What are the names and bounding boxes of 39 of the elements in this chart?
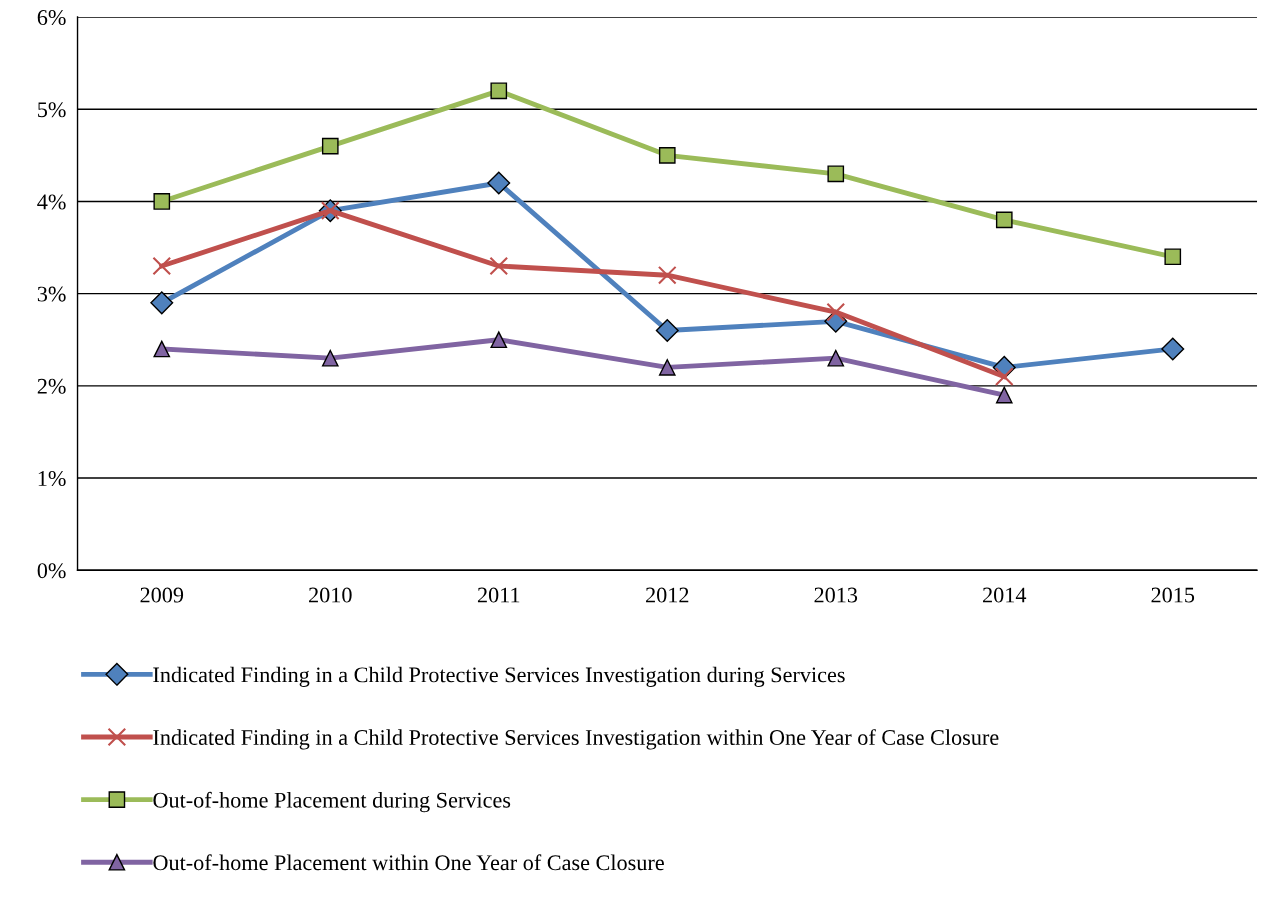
point xyxy=(490,331,508,349)
point xyxy=(658,359,676,376)
point xyxy=(490,82,508,100)
x-tick-label: 2012 xyxy=(646,587,689,603)
y-tick-label: 1% xyxy=(38,470,66,487)
y-tick-label: 3% xyxy=(37,286,66,302)
point xyxy=(321,349,339,367)
point xyxy=(487,171,511,195)
y-tick-label: 0% xyxy=(37,563,66,579)
x-tick-label: 2015 xyxy=(1151,587,1195,603)
y-tick-label: 4% xyxy=(37,194,66,210)
legend-label: Indicated Finding in a Child Protective Services Investigation within One Year of Case Closure xyxy=(153,729,999,750)
point xyxy=(657,265,677,285)
legend-label: Out-of-home Placement during Services xyxy=(153,791,511,813)
point xyxy=(153,193,171,210)
point xyxy=(826,302,846,322)
x-tick-label: 2009 xyxy=(140,587,184,603)
legend-label: Out-of-home Placement within One Year of Case Closure xyxy=(153,854,664,871)
point xyxy=(995,211,1013,229)
point xyxy=(655,319,679,343)
point xyxy=(321,137,339,155)
point xyxy=(489,256,509,276)
x-tick-label: 2013 xyxy=(814,587,858,603)
point xyxy=(1164,248,1182,266)
point xyxy=(153,340,171,358)
point xyxy=(827,349,845,367)
point xyxy=(995,386,1013,404)
x-tick-label: 2011 xyxy=(477,587,520,603)
x-tick-label: 2014 xyxy=(983,587,1027,603)
point xyxy=(827,165,845,183)
point xyxy=(1161,337,1185,361)
y-tick-label: 2% xyxy=(37,378,66,394)
point xyxy=(150,291,174,315)
point xyxy=(658,147,676,164)
x-tick-label: 2010 xyxy=(309,587,352,603)
legend-label: Indicated Finding in a Child Protective Services Investigation during Services xyxy=(153,666,845,687)
y-tick-label: 6% xyxy=(37,9,66,26)
point xyxy=(152,256,172,276)
y-tick-label: 5% xyxy=(38,102,66,118)
